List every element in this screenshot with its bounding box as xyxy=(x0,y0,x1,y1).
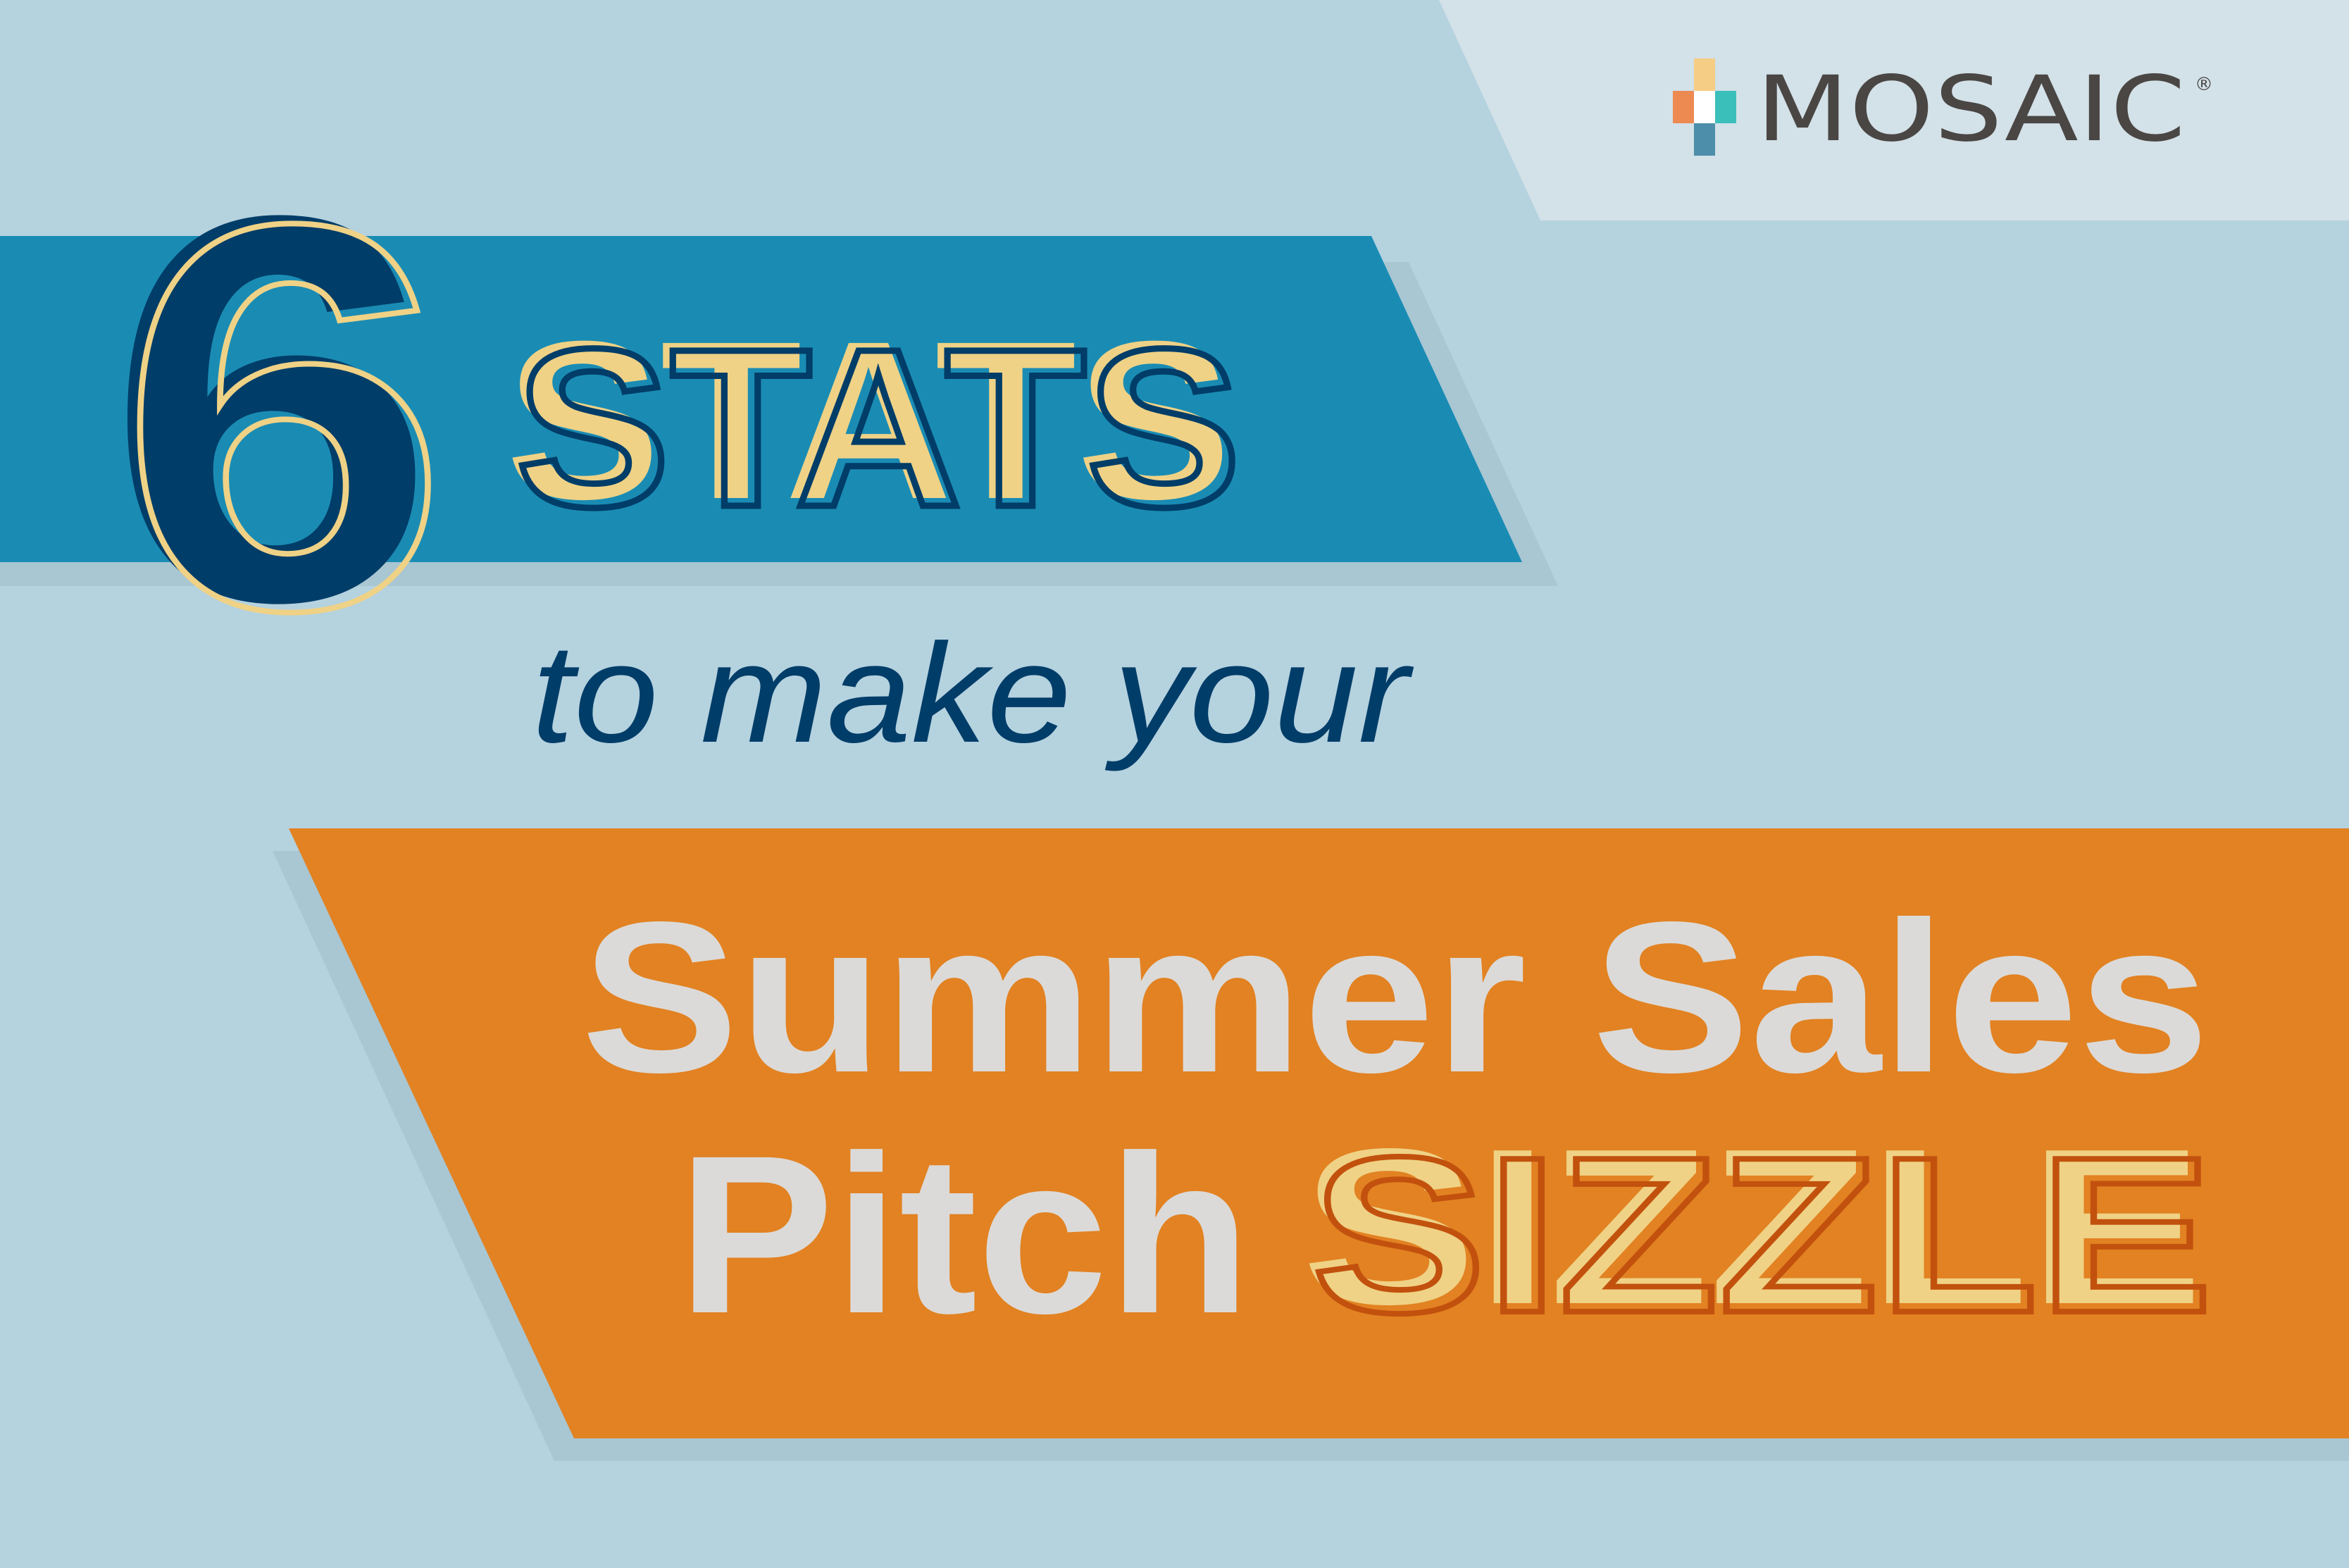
mosaic-logo: MOSAIC ® xyxy=(1673,57,2213,162)
sizzle-word: SIZZLE SIZZLE xyxy=(1302,1102,2216,1362)
logo-wordmark: MOSAIC xyxy=(1756,57,2186,162)
blue-banner xyxy=(0,236,1522,562)
orange-banner xyxy=(289,828,2349,1438)
title-line-2-plain: Pitch xyxy=(678,1108,1251,1360)
number-six-outline: 6 xyxy=(118,111,449,724)
sizzle-outline: SIZZLE xyxy=(1311,1111,2213,1359)
top-right-panel xyxy=(1439,0,2349,220)
number-six-shadow: 6 xyxy=(106,102,437,716)
number-six: 6 6 xyxy=(106,102,452,727)
stats-word: STATS STATS xyxy=(506,294,1245,557)
sizzle-fill: SIZZLE xyxy=(1302,1102,2203,1350)
logo-tile-left xyxy=(1673,91,1694,123)
stats-outline: STATS xyxy=(516,301,1241,554)
logo-tile-top xyxy=(1694,58,1715,91)
logo-tile-right xyxy=(1715,91,1736,123)
stats-fill: STATS xyxy=(506,294,1231,546)
title-line-1: Summer Sales xyxy=(581,877,2210,1117)
registered-mark: ® xyxy=(2195,74,2213,95)
logo-tile-bottom xyxy=(1694,123,1715,156)
logo-tile-center xyxy=(1694,91,1715,123)
connector-text: to make your xyxy=(532,615,1414,772)
